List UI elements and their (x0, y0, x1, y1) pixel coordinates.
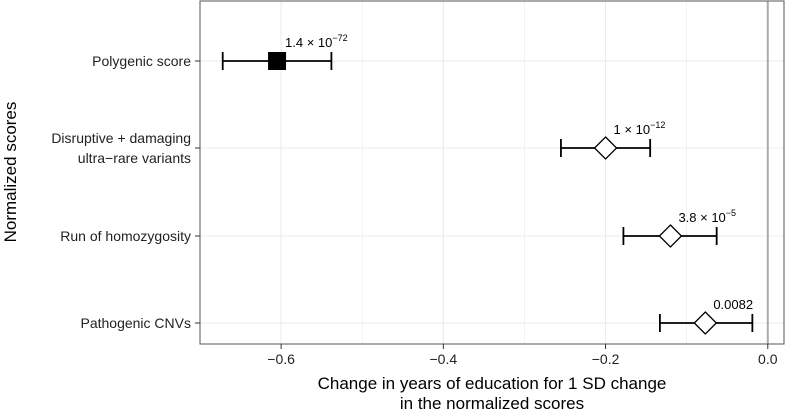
x-tick-label: −0.2 (592, 351, 620, 367)
estimate-point (268, 52, 287, 70)
y-category-label: ultra−rare variants (78, 150, 191, 166)
pvalue-label: 1.4 × 10−72 (285, 33, 348, 50)
plot-marks: 1.4 × 10−72 1 × 10−12 3.8 × 10−5 0.0082 (221, 33, 754, 335)
x-tick-label: 0.0 (758, 351, 778, 367)
y-category-label: Disruptive + damaging (51, 130, 191, 146)
x-axis-title-line-1: Change in years of education for 1 SD ch… (318, 374, 667, 393)
y-category-label: Polygenic score (92, 53, 191, 69)
pvalue-label: 3.8 × 10−5 (678, 208, 736, 225)
estimate-point (658, 224, 683, 248)
plot-panel-border (199, 0, 785, 345)
x-tick-label: −0.6 (267, 351, 295, 367)
x-axis-title-line-2: in the normalized scores (400, 394, 584, 412)
estimate-point (693, 311, 718, 335)
pvalue-label: 1 × 10−12 (614, 120, 666, 137)
y-axis-title: Normalized scores (1, 102, 20, 243)
y-category-label: Pathogenic CNVs (80, 315, 191, 331)
pvalue-label: 0.0082 (713, 297, 753, 312)
estimate-point (593, 136, 618, 160)
y-category-label: Run of homozygosity (60, 228, 191, 244)
grid-lines (199, 1, 784, 344)
x-axis: −0.6 −0.4 −0.2 0.0 (267, 344, 778, 367)
y-axis: Polygenic score Disruptive + damaging ultr… (51, 53, 200, 331)
x-tick-label: −0.4 (430, 351, 458, 367)
